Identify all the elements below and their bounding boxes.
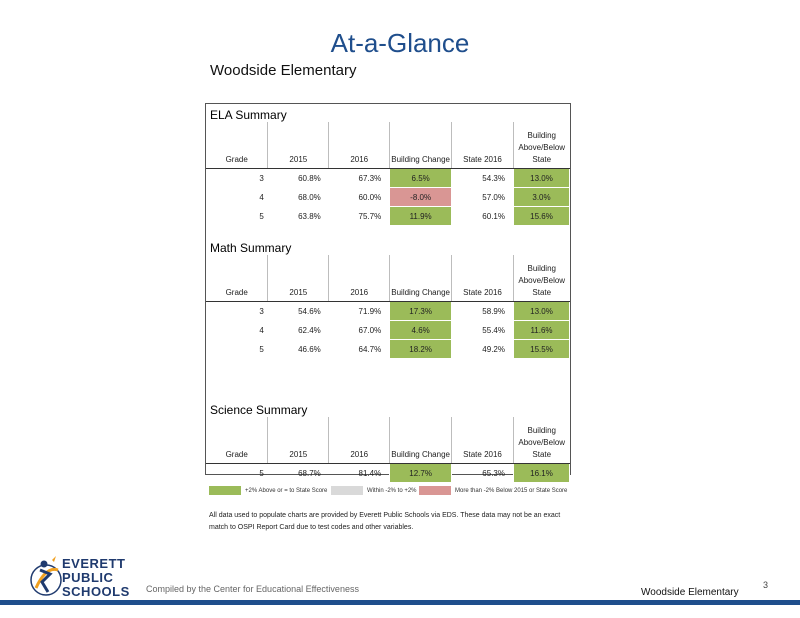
cell-diff: 13.0% <box>512 301 571 321</box>
column-header: State 2016 <box>451 417 514 464</box>
summary-table: Grade 2015 2016 Building Change State 2016 Bu… <box>206 122 571 226</box>
cell-y2015: 68.7% <box>298 468 321 478</box>
page-number: 3 <box>763 580 769 590</box>
cell-y2015: 54.6% <box>298 306 321 316</box>
cell-y2016: 75.7% <box>358 211 382 221</box>
cell-state: 65.3% <box>482 468 505 478</box>
column-header: Building Above/Below State <box>512 255 570 302</box>
cell-y2016: 81.4% <box>358 468 382 478</box>
cell-diff: 3.0% <box>512 187 571 207</box>
cell-y2016: 71.9% <box>358 306 382 316</box>
section-title: Science Summary <box>210 403 308 417</box>
table-row: 5 46.6% 64.7% 18.2% 49.2% 15.5% <box>206 339 571 359</box>
logo-text: EVERETT PUBLIC SCHOOLS <box>62 557 130 599</box>
legend-swatch-red <box>419 486 451 495</box>
cell-state: 55.4% <box>482 325 505 335</box>
column-header: 2015 <box>267 417 329 464</box>
cell-grade: 5 <box>259 211 264 221</box>
column-header: 2016 <box>328 417 390 464</box>
everett-logo-icon <box>30 556 62 596</box>
cell-grade: 5 <box>259 344 264 354</box>
compiled-by: Compiled by the Center for Educational E… <box>146 584 359 594</box>
legend-label: More than -2% Below 2015 or State Score <box>455 488 568 495</box>
cell-grade: 3 <box>259 306 264 316</box>
summary-table: Grade 2015 2016 Building Change State 2016 Bu… <box>206 255 571 359</box>
legend-label: +2% Above or = to State Score <box>245 488 328 495</box>
column-header: Grade <box>206 417 268 464</box>
column-header: Building Change <box>389 417 452 464</box>
cell-y2015: 60.8% <box>298 173 321 183</box>
column-header: State 2016 <box>451 255 514 302</box>
logo-line-3: SCHOOLS <box>62 584 130 599</box>
legend-item-below: More than -2% Below 2015 or State Score <box>419 486 567 495</box>
school-name: Woodside Elementary <box>210 62 357 79</box>
logo-line-2: PUBLIC <box>62 570 114 585</box>
cell-state: 58.9% <box>482 306 505 316</box>
cell-y2015: 46.6% <box>298 344 321 354</box>
table-row: 3 54.6% 71.9% 17.3% 58.9% 13.0% <box>206 301 571 321</box>
table-header-row: Grade 2015 2016 Building Change State 2016 Bu… <box>206 417 570 464</box>
cell-grade: 4 <box>259 192 264 202</box>
legend-item-within: Within -2% to +2% <box>331 486 417 495</box>
cell-change: 12.7% <box>389 463 453 483</box>
summary-panel: ELA Summary Grade 2015 2016 Building Change S… <box>205 103 571 483</box>
footer-rule <box>0 600 800 605</box>
section-title: Math Summary <box>210 241 292 255</box>
cell-grade: 4 <box>259 325 264 335</box>
cell-y2016: 67.3% <box>358 173 382 183</box>
legend-label: Within -2% to +2% <box>367 488 417 495</box>
cell-y2015: 62.4% <box>298 325 321 335</box>
cell-y2016: 64.7% <box>358 344 382 354</box>
column-header: 2015 <box>267 255 329 302</box>
cell-diff: 11.6% <box>512 320 571 340</box>
summary-table: Grade 2015 2016 Building Change State 2016 Bu… <box>206 417 571 483</box>
cell-change: 11.9% <box>389 206 453 226</box>
cell-y2016: 60.0% <box>358 192 382 202</box>
cell-y2015: 63.8% <box>298 211 321 221</box>
column-header: 2016 <box>328 255 390 302</box>
cell-y2016: 67.0% <box>358 325 382 335</box>
column-header: Grade <box>206 122 268 169</box>
table-row: 4 62.4% 67.0% 4.6% 55.4% 11.6% <box>206 320 571 340</box>
legend-swatch-gray <box>331 486 363 495</box>
cell-change: 6.5% <box>389 168 453 188</box>
column-header: Building Above/Below State <box>512 122 570 169</box>
cell-state: 54.3% <box>482 173 505 183</box>
cell-y2015: 68.0% <box>298 192 321 202</box>
cell-diff: 16.1% <box>512 463 571 483</box>
column-header: Building Change <box>389 122 452 169</box>
cell-diff: 15.6% <box>512 206 571 226</box>
cell-change: 4.6% <box>389 320 453 340</box>
data-note: All data used to populate charts are pro… <box>209 512 561 531</box>
cell-change: 18.2% <box>389 339 453 359</box>
column-header: Grade <box>206 255 268 302</box>
legend-item-above: +2% Above or = to State Score <box>209 486 327 495</box>
legend-swatch-green <box>209 486 241 495</box>
column-header: State 2016 <box>451 122 514 169</box>
cell-state: 57.0% <box>482 192 505 202</box>
logo-line-1: EVERETT <box>62 556 126 571</box>
column-header: 2015 <box>267 122 329 169</box>
table-row: 4 68.0% 60.0% -8.0% 57.0% 3.0% <box>206 187 571 207</box>
section-title: ELA Summary <box>210 108 287 122</box>
table-row: 3 60.8% 67.3% 6.5% 54.3% 13.0% <box>206 168 571 188</box>
column-header: Building Change <box>389 255 452 302</box>
cell-state: 49.2% <box>482 344 505 354</box>
cell-grade: 5 <box>259 468 264 478</box>
cell-state: 60.1% <box>482 211 505 221</box>
cell-grade: 3 <box>259 173 264 183</box>
cell-change: -8.0% <box>389 187 453 207</box>
table-row: 5 68.7% 81.4% 12.7% 65.3% 16.1% <box>206 463 571 483</box>
column-header: Building Above/Below State <box>512 417 570 464</box>
cell-diff: 13.0% <box>512 168 571 188</box>
cell-change: 17.3% <box>389 301 453 321</box>
table-row: 5 63.8% 75.7% 11.9% 60.1% 15.6% <box>206 206 571 226</box>
page-title: At-a-Glance <box>330 28 470 58</box>
table-header-row: Grade 2015 2016 Building Change State 2016 Bu… <box>206 255 570 302</box>
column-header: 2016 <box>328 122 390 169</box>
table-header-row: Grade 2015 2016 Building Change State 2016 Bu… <box>206 122 570 169</box>
cell-diff: 15.5% <box>512 339 571 359</box>
footer-school-name: Woodside Elementary <box>641 587 739 598</box>
